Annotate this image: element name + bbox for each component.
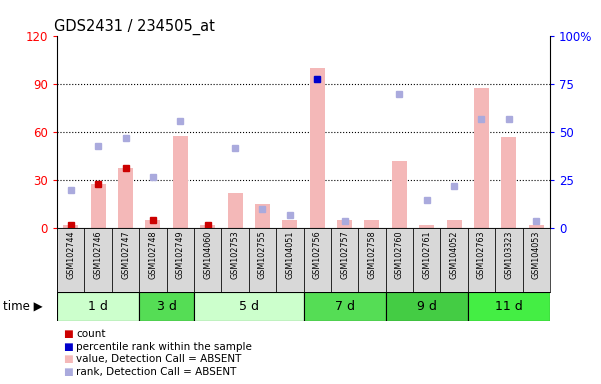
Text: GSM102747: GSM102747 xyxy=(121,230,130,279)
Bar xyxy=(304,228,331,292)
Text: GSM102758: GSM102758 xyxy=(367,230,376,279)
Text: GDS2431 / 234505_at: GDS2431 / 234505_at xyxy=(54,18,215,35)
Text: time ▶: time ▶ xyxy=(3,300,43,313)
Text: ■: ■ xyxy=(63,354,73,364)
Bar xyxy=(468,292,550,321)
Bar xyxy=(392,161,407,228)
Bar xyxy=(447,220,462,228)
Text: ■: ■ xyxy=(63,329,73,339)
Text: value, Detection Call = ABSENT: value, Detection Call = ABSENT xyxy=(76,354,242,364)
Text: GSM104053: GSM104053 xyxy=(532,230,541,279)
Bar xyxy=(118,168,133,228)
Bar xyxy=(139,228,166,292)
Bar xyxy=(386,228,413,292)
Bar xyxy=(495,228,522,292)
Text: GSM102746: GSM102746 xyxy=(94,230,103,279)
Bar xyxy=(441,228,468,292)
Bar xyxy=(91,184,106,228)
Bar xyxy=(276,228,304,292)
Bar xyxy=(139,292,194,321)
Text: 11 d: 11 d xyxy=(495,300,523,313)
Bar xyxy=(282,220,297,228)
Text: GSM102760: GSM102760 xyxy=(395,230,404,279)
Text: GSM102749: GSM102749 xyxy=(176,230,185,279)
Bar xyxy=(331,228,358,292)
Text: GSM102753: GSM102753 xyxy=(231,230,240,279)
Text: GSM104060: GSM104060 xyxy=(203,230,212,279)
Bar xyxy=(166,228,194,292)
Text: 3 d: 3 d xyxy=(157,300,177,313)
Bar xyxy=(57,292,139,321)
Bar xyxy=(468,228,495,292)
Bar xyxy=(474,88,489,228)
Text: percentile rank within the sample: percentile rank within the sample xyxy=(76,342,252,352)
Text: ■: ■ xyxy=(63,342,73,352)
Text: GSM102756: GSM102756 xyxy=(313,230,322,279)
Text: GSM102755: GSM102755 xyxy=(258,230,267,279)
Text: GSM103323: GSM103323 xyxy=(504,230,513,279)
Bar xyxy=(255,204,270,228)
Text: GSM102763: GSM102763 xyxy=(477,230,486,279)
Bar xyxy=(249,228,276,292)
Text: rank, Detection Call = ABSENT: rank, Detection Call = ABSENT xyxy=(76,367,237,377)
Bar xyxy=(529,225,544,228)
Bar xyxy=(304,292,386,321)
Bar xyxy=(200,225,215,228)
Text: ■: ■ xyxy=(63,367,73,377)
Bar xyxy=(522,228,550,292)
Bar xyxy=(358,228,386,292)
Text: GSM102744: GSM102744 xyxy=(66,230,75,279)
Text: 9 d: 9 d xyxy=(416,300,437,313)
Text: GSM102757: GSM102757 xyxy=(340,230,349,279)
Text: GSM104052: GSM104052 xyxy=(450,230,459,279)
Bar xyxy=(228,193,243,228)
Bar xyxy=(145,220,160,228)
Bar xyxy=(194,292,304,321)
Bar xyxy=(413,228,441,292)
Bar xyxy=(310,68,325,228)
Bar xyxy=(419,225,435,228)
Bar xyxy=(112,228,139,292)
Bar xyxy=(194,228,221,292)
Bar xyxy=(501,137,516,228)
Text: GSM102748: GSM102748 xyxy=(148,230,157,279)
Bar xyxy=(172,136,188,228)
Bar xyxy=(337,220,352,228)
Text: 5 d: 5 d xyxy=(239,300,259,313)
Bar xyxy=(85,228,112,292)
Text: GSM102761: GSM102761 xyxy=(423,230,431,279)
Text: 7 d: 7 d xyxy=(335,300,355,313)
Bar xyxy=(221,228,249,292)
Text: GSM104051: GSM104051 xyxy=(285,230,294,279)
Text: count: count xyxy=(76,329,106,339)
Bar xyxy=(57,228,85,292)
Bar xyxy=(63,225,78,228)
Text: 1 d: 1 d xyxy=(88,300,108,313)
Bar xyxy=(386,292,468,321)
Bar xyxy=(364,220,379,228)
